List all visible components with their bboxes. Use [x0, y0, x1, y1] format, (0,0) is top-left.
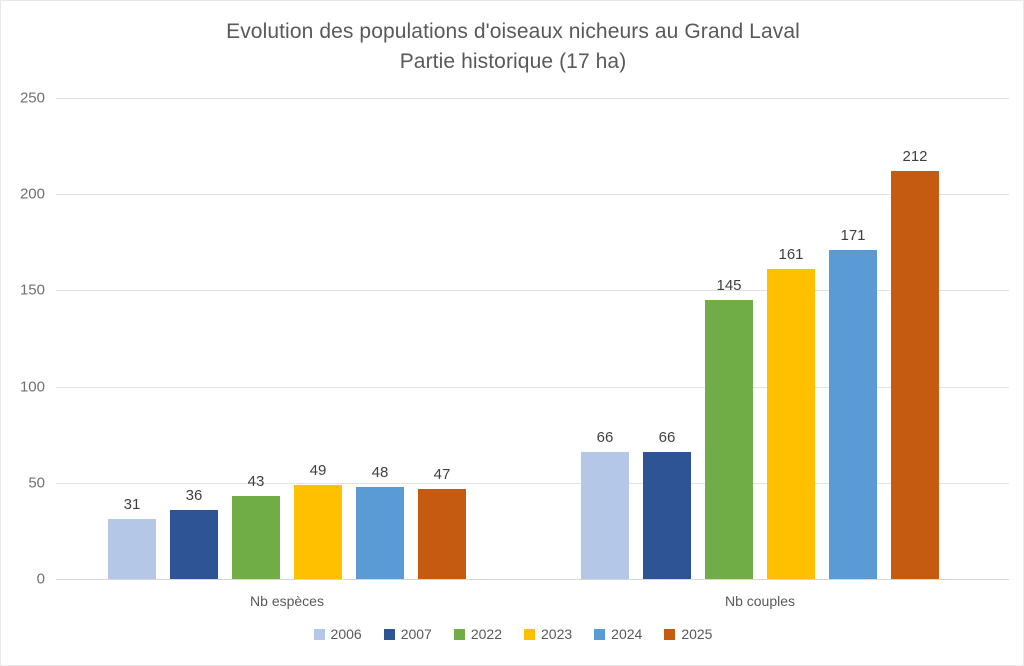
bar-data-label: 145 [716, 277, 742, 295]
chart-legend: 2006 2007 2022 2023 2024 2025 [1, 626, 1023, 642]
legend-item-2025[interactable]: 2025 [664, 627, 712, 641]
legend-label: 2023 [541, 626, 573, 642]
bar-2024-nb-couples[interactable]: 171 [829, 228, 877, 579]
bar-2006-nb-couples[interactable]: 66 [581, 430, 629, 579]
bar-data-label: 161 [778, 246, 804, 264]
gridline-50 [56, 482, 1009, 484]
bar-2025-nb-espèces[interactable]: 47 [418, 467, 466, 579]
category-label-2: Nb couples [724, 593, 796, 609]
bar-data-label: 43 [247, 473, 265, 491]
y-axis-tick-label: 100 [19, 378, 45, 396]
y-axis-tick-label: 150 [19, 281, 45, 299]
bar-2023-nb-espèces[interactable]: 49 [294, 463, 342, 579]
legend-label: 2025 [681, 626, 713, 642]
legend-swatch-icon [594, 628, 606, 640]
bar-data-label: 48 [371, 463, 389, 481]
bar-2007-nb-couples[interactable]: 66 [643, 430, 691, 579]
legend-item-2022[interactable]: 2022 [453, 626, 502, 642]
plot-area: 31 36 43 49 48 47 66 66 145 161 171 212 [56, 98, 1009, 580]
category-label-1: Nb espèces [250, 593, 324, 609]
chart-title-line-1: Evolution des populations d'oiseaux nich… [226, 20, 800, 43]
bar-data-label: 66 [658, 429, 676, 447]
bar-data-label: 49 [309, 461, 327, 479]
gridline-0 [56, 579, 1009, 580]
chart-title: Evolution des populations d'oiseaux nich… [1, 17, 1023, 77]
legend-label: 2007 [400, 626, 432, 642]
gridline-150 [56, 290, 1009, 292]
gridline-100 [56, 386, 1009, 388]
bar-data-label: 212 [902, 148, 928, 166]
legend-swatch-icon [313, 628, 325, 640]
y-axis-tick-label: 50 [28, 474, 45, 492]
bar-data-label: 66 [596, 429, 614, 447]
y-axis-tick-label: 200 [19, 185, 45, 203]
legend-item-2006[interactable]: 2006 [313, 626, 362, 642]
legend-item-2024[interactable]: 2024 [594, 627, 642, 641]
legend-swatch-icon [383, 628, 395, 640]
bar-2022-nb-couples[interactable]: 145 [705, 278, 753, 579]
bar-2023-nb-couples[interactable]: 161 [767, 247, 815, 579]
bar-2006-nb-espèces[interactable]: 31 [108, 497, 156, 579]
bar-data-label: 171 [840, 227, 866, 244]
bar-data-label: 47 [433, 465, 451, 483]
bar-2022-nb-espèces[interactable]: 43 [232, 474, 280, 579]
legend-swatch-icon [524, 628, 535, 640]
legend-swatch-icon [664, 628, 676, 640]
bar-2025-nb-couples[interactable]: 212 [891, 149, 939, 579]
legend-item-2023[interactable]: 2023 [524, 627, 572, 641]
legend-swatch-icon [453, 628, 465, 640]
legend-label: 2024 [611, 626, 643, 642]
legend-label: 2006 [330, 626, 362, 642]
legend-label: 2022 [470, 626, 502, 642]
bar-2024-nb-espèces[interactable]: 48 [356, 465, 404, 579]
bar-data-label: 36 [185, 486, 203, 504]
chart-title-line-2: Partie historique (17 ha) [399, 50, 627, 73]
y-axis-tick-label: 250 [19, 89, 45, 107]
bar-2007-nb-espèces[interactable]: 36 [170, 488, 218, 579]
y-axis-tick-label: 0 [36, 570, 45, 588]
gridline-250 [56, 98, 1009, 99]
bar-data-label: 31 [123, 496, 141, 514]
legend-item-2007[interactable]: 2007 [383, 626, 432, 642]
gridline-200 [56, 194, 1009, 196]
